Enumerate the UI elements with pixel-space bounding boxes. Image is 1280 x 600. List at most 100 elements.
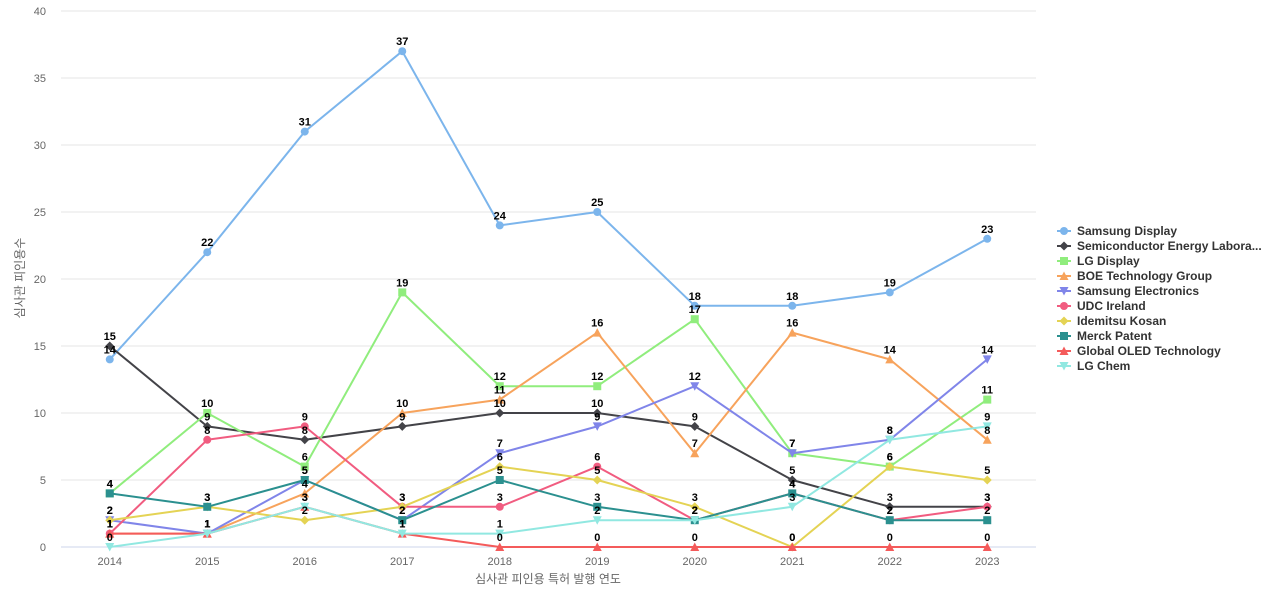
data-label: 14 — [884, 344, 897, 356]
data-point — [593, 208, 602, 216]
x-axis-title: 심사관 피인용 특허 발행 연도 — [475, 571, 621, 586]
data-label: 8 — [302, 425, 308, 437]
legend-item[interactable]: Semiconductor Energy Labora... — [1057, 239, 1262, 253]
data-label: 0 — [789, 532, 795, 544]
data-label: 0 — [107, 532, 113, 544]
data-label: 10 — [396, 398, 408, 410]
data-point — [983, 516, 992, 525]
data-label: 3 — [692, 492, 698, 504]
legend-symbol — [1060, 332, 1068, 340]
data-label: 3 — [399, 492, 405, 504]
data-label: 4 — [107, 478, 114, 490]
data-point — [495, 221, 504, 230]
data-label: 0 — [692, 532, 698, 544]
data-point — [495, 395, 505, 404]
legend-item[interactable]: Idemitsu Kosan — [1057, 314, 1166, 328]
grid-lines — [61, 10, 1036, 481]
y-tick-label: 15 — [34, 341, 46, 353]
data-label: 4 — [302, 478, 309, 490]
legend-label: LG Chem — [1077, 359, 1130, 373]
legend-symbol — [1059, 287, 1069, 296]
data-label: 0 — [594, 532, 600, 544]
data-point — [787, 542, 797, 551]
data-point — [203, 435, 212, 444]
data-label: 2 — [692, 505, 698, 517]
data-label: 18 — [689, 291, 701, 303]
data-point — [495, 449, 505, 458]
y-tick-label: 0 — [40, 542, 46, 554]
data-label: 9 — [302, 411, 308, 423]
y-tick-label: 25 — [34, 207, 46, 219]
data-label: 8 — [887, 425, 893, 437]
data-point — [300, 462, 309, 471]
data-label: 1 — [107, 519, 113, 531]
data-label: 9 — [399, 411, 405, 423]
series-line — [108, 358, 989, 535]
data-point — [397, 502, 407, 512]
data-label: 1 — [204, 519, 210, 531]
data-point — [788, 489, 797, 498]
legend-item[interactable]: LG Chem — [1057, 359, 1130, 373]
data-label: 3 — [399, 492, 405, 504]
data-label: 4 — [789, 478, 796, 490]
data-point — [593, 382, 602, 391]
data-label: 1 — [497, 519, 503, 531]
data-point — [397, 529, 407, 539]
data-point — [105, 489, 114, 498]
data-label: 16 — [786, 318, 798, 330]
x-tick-label: 2019 — [585, 556, 609, 568]
data-point — [982, 355, 992, 364]
legend-symbol — [1059, 316, 1069, 326]
legend-item[interactable]: Global OLED Technology — [1057, 344, 1221, 358]
legend-item[interactable]: UDC Ireland — [1057, 299, 1146, 313]
data-point — [690, 382, 700, 391]
data-label: 6 — [887, 452, 893, 464]
data-point — [787, 328, 797, 337]
series-7 — [105, 462, 992, 552]
data-label: 24 — [494, 210, 507, 222]
data-label: 3 — [887, 492, 893, 504]
legend-item[interactable]: Samsung Display — [1057, 224, 1177, 238]
legend-symbol — [1060, 257, 1068, 265]
x-tick-label: 2021 — [780, 556, 804, 568]
series-line — [108, 425, 989, 548]
data-label: 2 — [887, 505, 893, 517]
series-line — [108, 291, 989, 495]
data-label: 11 — [981, 385, 993, 397]
series-line — [108, 345, 989, 508]
data-point — [787, 502, 797, 512]
data-point — [690, 421, 700, 431]
legend-item[interactable]: BOE Technology Group — [1057, 269, 1212, 283]
data-label: 1 — [399, 519, 405, 531]
legend-item[interactable]: Samsung Electronics — [1057, 284, 1199, 298]
series-line — [108, 50, 989, 361]
data-label: 9 — [204, 411, 210, 423]
data-label: 31 — [299, 117, 311, 129]
data-label: 12 — [494, 371, 506, 383]
data-label: 37 — [396, 36, 408, 48]
data-label: 3 — [204, 492, 210, 504]
data-point — [300, 515, 310, 525]
data-label: 8 — [984, 425, 990, 437]
data-point — [983, 234, 992, 243]
data-point — [398, 516, 407, 525]
x-tick-label: 2023 — [975, 556, 999, 568]
data-label: 0 — [789, 532, 795, 544]
data-point — [982, 542, 992, 551]
data-point — [592, 516, 602, 525]
data-label: 11 — [494, 385, 506, 397]
legend-item[interactable]: LG Display — [1057, 254, 1140, 268]
data-point — [885, 502, 895, 512]
data-point — [885, 288, 894, 297]
data-label: 3 — [984, 492, 990, 504]
data-label: 4 — [107, 478, 114, 490]
legend-symbol — [1059, 346, 1069, 355]
data-label: 1 — [107, 519, 113, 531]
data-label: 9 — [984, 411, 990, 423]
data-label: 7 — [692, 438, 698, 450]
legend-item[interactable]: Merck Patent — [1057, 329, 1152, 343]
series-10 — [105, 422, 992, 552]
data-point — [495, 462, 505, 472]
data-label: 19 — [884, 277, 896, 289]
legend-label: Idemitsu Kosan — [1077, 314, 1166, 328]
